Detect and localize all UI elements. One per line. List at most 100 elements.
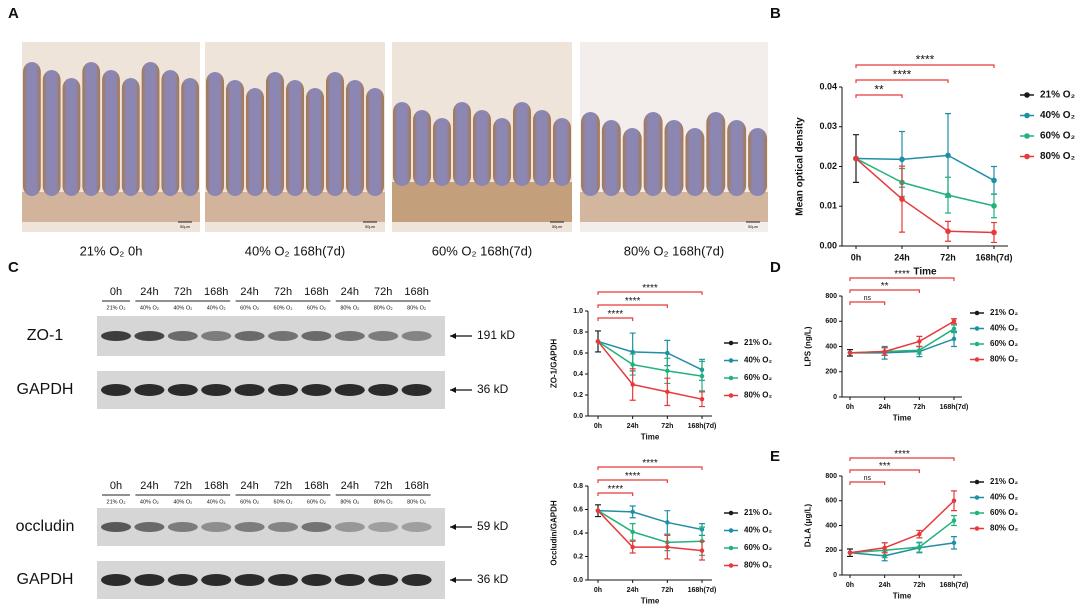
significance-label: **** (625, 471, 641, 482)
lane-label: 168h (304, 480, 328, 492)
lane-condition: 60% O₂ (307, 305, 326, 311)
villus (82, 62, 101, 196)
significance-label: **** (642, 283, 658, 294)
legend-label: 40% O₂ (990, 493, 1018, 502)
lane-label: 168h (304, 286, 328, 298)
data-point (899, 156, 905, 163)
panel-label: D (770, 259, 781, 276)
image-caption: 60% O₂ 168h(7d) (432, 243, 532, 258)
histology-image: 50μm (392, 42, 572, 232)
arrow-head (450, 333, 456, 339)
blot-band (334, 331, 365, 341)
data-point (917, 339, 922, 344)
significance-bracket (855, 64, 995, 68)
x-axis-label: Time (641, 597, 660, 606)
panel-label: C (8, 259, 19, 276)
blot-band (101, 574, 131, 586)
legend-marker (728, 340, 734, 346)
data-point (853, 155, 859, 162)
villus (393, 102, 411, 186)
lane-condition: 80% O₂ (407, 499, 426, 505)
blot-band (234, 574, 265, 586)
lane-label: 0h (110, 286, 122, 298)
lane-label: 72h (274, 286, 292, 298)
lane-condition: 40% O₂ (140, 305, 159, 311)
blot-band (368, 384, 399, 396)
y-tick-label: 0 (833, 394, 837, 401)
legend-marker (728, 510, 734, 516)
series-line (597, 340, 703, 400)
lane-label: 24h (240, 480, 258, 492)
villus (727, 120, 747, 196)
blot-band (401, 384, 432, 396)
legend-label: 21% O₂ (990, 308, 1018, 317)
x-tick-label: 72h (913, 582, 925, 589)
y-axis-label: LPS (ng/L) (804, 326, 813, 366)
lane-label: 72h (274, 480, 292, 492)
significance-bracket (849, 301, 886, 305)
villus (286, 80, 304, 196)
legend-label: 80% O₂ (990, 524, 1018, 533)
villus (206, 72, 224, 196)
data-point (917, 348, 922, 353)
y-tick-label: 600 (825, 498, 837, 505)
y-tick-label: 0.4 (573, 530, 583, 537)
blot-band (101, 384, 131, 396)
blot-band (301, 522, 332, 532)
significance-bracket (597, 492, 634, 496)
blot-band (101, 522, 131, 532)
blot-band (268, 574, 298, 586)
blot-band (134, 331, 165, 341)
blot-band (234, 522, 265, 532)
lane-condition: 40% O₂ (173, 499, 192, 505)
molecular-weight: 36 kD (477, 382, 509, 396)
series-line (849, 320, 955, 354)
blot-band (201, 384, 232, 396)
lane-label: 24h (140, 286, 158, 298)
x-tick-label: 0h (846, 582, 854, 589)
blot-band (167, 331, 198, 341)
significance-bracket (849, 469, 920, 473)
data-point (917, 544, 922, 550)
data-point (665, 389, 670, 395)
blot-band (401, 522, 432, 532)
data-point (951, 336, 957, 342)
y-axis-label: D-LA (μg/L) (804, 504, 813, 548)
x-tick-label: 0h (846, 404, 854, 411)
data-point (630, 382, 635, 387)
x-tick-label: 24h (894, 252, 910, 262)
y-tick-label: 0.2 (573, 392, 583, 399)
blot-band (134, 574, 165, 586)
scale-bar: 50μm (365, 224, 376, 229)
data-point (699, 396, 705, 402)
row-label: GAPDH (17, 571, 74, 588)
panel-label: B (770, 5, 781, 22)
y-tick-label: 800 (825, 473, 837, 480)
blot-band (268, 384, 298, 396)
panel-label: E (770, 448, 780, 465)
blot-band (101, 331, 131, 341)
legend-label: 80% O₂ (744, 561, 772, 570)
x-tick-label: 0h (594, 423, 602, 430)
data-point (699, 548, 705, 553)
significance-bracket (855, 94, 903, 98)
y-tick-label: 0.04 (819, 81, 837, 91)
image-caption: 40% O₂ 168h(7d) (245, 243, 345, 258)
data-point (847, 350, 853, 356)
x-tick-label: 24h (627, 587, 639, 594)
blot-band (368, 574, 399, 586)
submucosa (205, 192, 385, 222)
legend-label: 60% O₂ (990, 508, 1018, 517)
legend-label: 21% O₂ (990, 477, 1018, 486)
significance-label: ** (881, 281, 889, 292)
lane-label: 72h (174, 480, 192, 492)
legend-label: 80% O₂ (1040, 151, 1075, 162)
blot-band (234, 331, 265, 341)
villus (121, 78, 140, 196)
data-point (917, 531, 922, 537)
significance-label: ns (864, 475, 872, 482)
data-point (595, 508, 601, 513)
y-tick-label: 0.0 (573, 413, 583, 420)
villus (246, 88, 264, 196)
villus (513, 102, 531, 186)
